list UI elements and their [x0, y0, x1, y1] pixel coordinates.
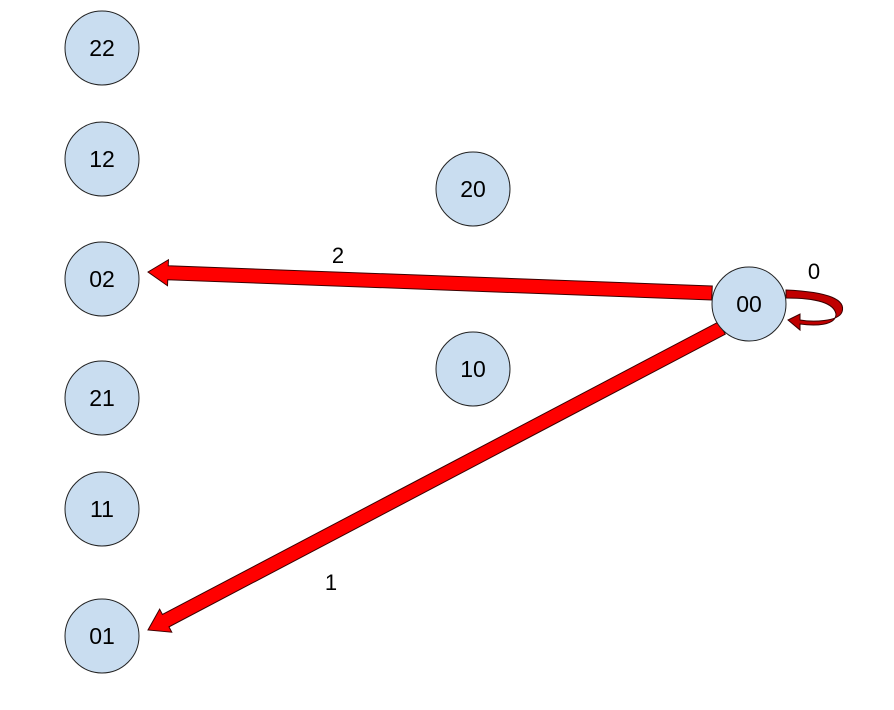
edge-label-00-00: 0 — [808, 259, 820, 284]
node-label: 21 — [89, 385, 115, 411]
node-label: 02 — [89, 266, 115, 292]
node-22: 22 — [64, 10, 140, 86]
node-20: 20 — [435, 151, 511, 227]
node-label: 11 — [90, 496, 114, 522]
node-label: 10 — [460, 356, 486, 382]
node-01: 01 — [64, 598, 140, 674]
node-circle — [435, 331, 511, 407]
node-12: 12 — [64, 121, 140, 197]
node-10: 10 — [435, 331, 511, 407]
node-circle — [64, 241, 140, 317]
node-circle — [435, 151, 511, 227]
node-label: 20 — [460, 176, 486, 202]
node-11: 11 — [64, 471, 140, 547]
node-circle — [64, 10, 140, 86]
edge-00-02 — [147, 258, 713, 301]
node-circle — [64, 598, 140, 674]
edge-self-loop-00 — [785, 289, 844, 332]
node-circle — [64, 471, 140, 547]
node-circle — [711, 266, 787, 342]
edge-label-00-01: 1 — [325, 570, 337, 595]
node-label: 00 — [736, 291, 762, 317]
node-00: 00 — [711, 266, 787, 342]
node-21: 21 — [64, 360, 140, 436]
node-02: 02 — [64, 241, 140, 317]
node-circle — [64, 360, 140, 436]
node-circle — [64, 121, 140, 197]
node-label: 22 — [89, 35, 115, 61]
edge-00-01 — [147, 321, 726, 633]
node-label: 12 — [89, 146, 115, 172]
node-label: 01 — [89, 623, 115, 649]
edge-label-00-02: 2 — [332, 243, 344, 268]
